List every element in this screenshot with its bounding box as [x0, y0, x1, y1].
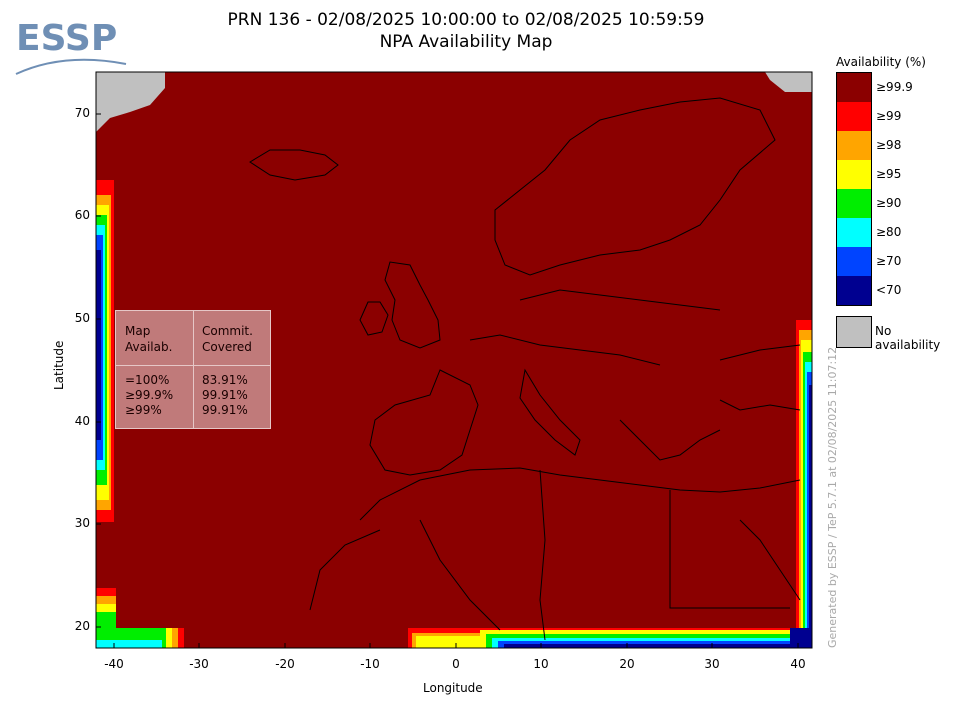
- stats-map-value: =100%: [125, 373, 170, 387]
- coastlines: [249, 97, 801, 641]
- stats-header-map-line1: Map: [125, 324, 151, 338]
- stats-header-map-line2: Availab.: [125, 340, 173, 354]
- no-availability-swatch: [836, 316, 872, 348]
- x-tick-label: -40: [104, 657, 124, 671]
- legend-swatch: [837, 102, 871, 131]
- stats-map-value: ≥99.9%: [125, 388, 174, 402]
- x-tick-label: 30: [704, 657, 720, 671]
- x-tick-label: 10: [533, 657, 549, 671]
- stats-map-value: ≥99%: [125, 403, 162, 417]
- south-edge-degradation: [408, 628, 812, 648]
- stats-header-covered-line1: Commit.: [202, 324, 253, 338]
- generated-watermark: Generated by ESSP / TeP 5.7.1 at 02/08/2…: [826, 346, 839, 648]
- y-axis-label: Latitude: [52, 340, 66, 390]
- legend-label: ≥99.9: [876, 80, 913, 94]
- no-availability-label: No availability: [875, 324, 941, 352]
- legend-swatch: [837, 73, 871, 102]
- legend-label: ≥70: [876, 254, 902, 268]
- essp-logo: ESSP: [15, 18, 127, 75]
- stats-header-covered-line2: Covered: [202, 340, 252, 354]
- x-tick-label: -10: [360, 657, 380, 671]
- algeria-libya-border: [539, 469, 546, 641]
- legend-label: ≥80: [876, 225, 902, 239]
- iberia-outline: [369, 369, 479, 476]
- stats-covered-value: 99.91%: [202, 403, 248, 417]
- legend-swatch: [837, 160, 871, 189]
- egypt-border: [669, 490, 790, 609]
- y-tick-label: 40: [74, 414, 90, 428]
- y-tick-label: 50: [74, 311, 90, 325]
- legend-label: ≥95: [876, 167, 902, 181]
- black-sea-south-coast: [719, 399, 801, 411]
- stats-covered-value: 99.91%: [202, 388, 248, 402]
- legend-label: ≥99: [876, 109, 902, 123]
- morocco-coast: [309, 529, 381, 611]
- legend-label: ≥98: [876, 138, 902, 152]
- iceland-outline: [249, 149, 339, 181]
- y-tick-label: 60: [74, 208, 90, 222]
- x-tick-label: 0: [452, 657, 460, 671]
- legend-label: ≥90: [876, 196, 902, 210]
- y-tick-label: 70: [74, 106, 90, 120]
- west-africa-border: [419, 519, 501, 631]
- stats-covered-value: 83.91%: [202, 373, 248, 387]
- legend-swatch: [837, 218, 871, 247]
- coverage-stats-box: Map Availab. Commit. Covered =100% ≥99.9…: [115, 310, 271, 429]
- axis-ticks: [96, 113, 799, 648]
- italy-outline: [519, 368, 581, 456]
- ireland-outline: [359, 301, 389, 336]
- greece-turkey-coast: [619, 419, 721, 461]
- british-isles-outline: [384, 261, 441, 349]
- x-axis-label: Longitude: [423, 681, 483, 695]
- plot-frame: [95, 71, 813, 649]
- legend-swatch: [837, 247, 871, 276]
- x-tick-label: 20: [619, 657, 635, 671]
- central-europe-borders: [519, 289, 721, 311]
- legend-swatch: [837, 276, 871, 305]
- no-availability-area: [765, 72, 812, 92]
- european-borders: [469, 334, 661, 366]
- x-tick-label: -20: [275, 657, 295, 671]
- legend-title: Availability (%): [836, 55, 926, 69]
- legend-colorbar: [836, 72, 872, 306]
- logo-text: ESSP: [16, 18, 117, 59]
- southwest-degradation: [96, 588, 184, 648]
- west-edge-degradation: [96, 180, 114, 522]
- map-plot-area: [96, 72, 812, 648]
- east-edge-degradation: [790, 320, 812, 648]
- black-sea-coast: [719, 344, 801, 361]
- chart-title: PRN 136 - 02/08/2025 10:00:00 to 02/08/2…: [227, 10, 705, 30]
- red-sea-coast: [739, 519, 801, 601]
- x-tick-label: -30: [189, 657, 209, 671]
- no-availability-area: [96, 72, 165, 132]
- legend-swatch: [837, 189, 871, 218]
- y-tick-label: 20: [74, 619, 90, 633]
- scandinavia-outline: [494, 97, 776, 276]
- chart-subtitle: NPA Availability Map: [379, 32, 553, 52]
- north-africa-coast: [359, 467, 801, 521]
- y-tick-label: 30: [74, 516, 90, 530]
- legend-label: <70: [876, 283, 902, 297]
- legend-swatch: [837, 131, 871, 160]
- x-tick-label: 40: [790, 657, 806, 671]
